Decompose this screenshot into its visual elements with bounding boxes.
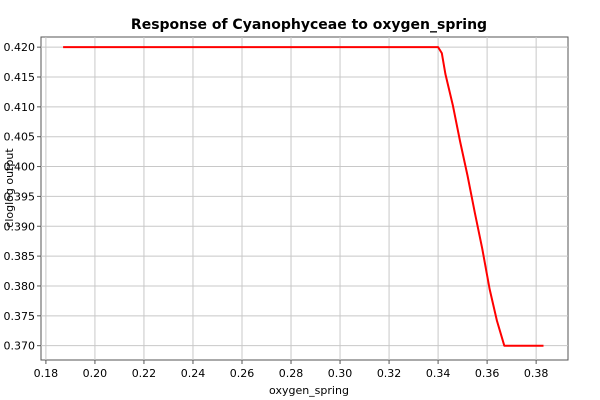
grid <box>41 37 568 360</box>
x-tick-label: 0.28 <box>279 367 304 380</box>
x-tick-label: 0.32 <box>377 367 402 380</box>
x-axis: 0.18 0.20 0.22 0.24 0.26 0.28 0.30 0.32 0.34 0.36… <box>34 360 549 380</box>
y-axis: 0.370 0.375 0.380 0.385 0.390 0.395 0.400 0.405… <box>4 41 41 353</box>
x-tick-label: 0.24 <box>181 367 206 380</box>
x-tick-label: 0.34 <box>426 367 451 380</box>
plot-area <box>40 36 569 361</box>
y-tick-label: 0.395 <box>4 190 36 203</box>
y-tick-label: 0.385 <box>4 250 36 263</box>
x-tick-label: 0.36 <box>475 367 500 380</box>
x-tick-label: 0.30 <box>328 367 353 380</box>
y-tick-label: 0.380 <box>4 280 36 293</box>
y-tick-label: 0.410 <box>4 101 36 114</box>
y-tick-label: 0.420 <box>4 41 36 54</box>
chart-title: Response of Cyanophyceae to oxygen_sprin… <box>131 17 487 33</box>
series-layer <box>63 46 544 347</box>
y-tick-label: 0.400 <box>4 161 36 174</box>
y-tick-label: 0.415 <box>4 71 36 84</box>
x-axis-label: oxygen_spring <box>269 384 349 397</box>
x-tick-label: 0.20 <box>83 367 108 380</box>
x-tick-label: 0.26 <box>230 367 255 380</box>
y-tick-label: 0.370 <box>4 340 36 353</box>
x-tick-label: 0.22 <box>132 367 157 380</box>
x-tick-label: 0.18 <box>34 367 59 380</box>
y-tick-label: 0.390 <box>4 220 36 233</box>
y-axis-label: cloglog output <box>3 148 16 228</box>
y-tick-label: 0.405 <box>4 131 36 144</box>
series-line <box>63 46 544 347</box>
y-tick-label: 0.375 <box>4 310 36 323</box>
x-tick-label: 0.38 <box>524 367 549 380</box>
